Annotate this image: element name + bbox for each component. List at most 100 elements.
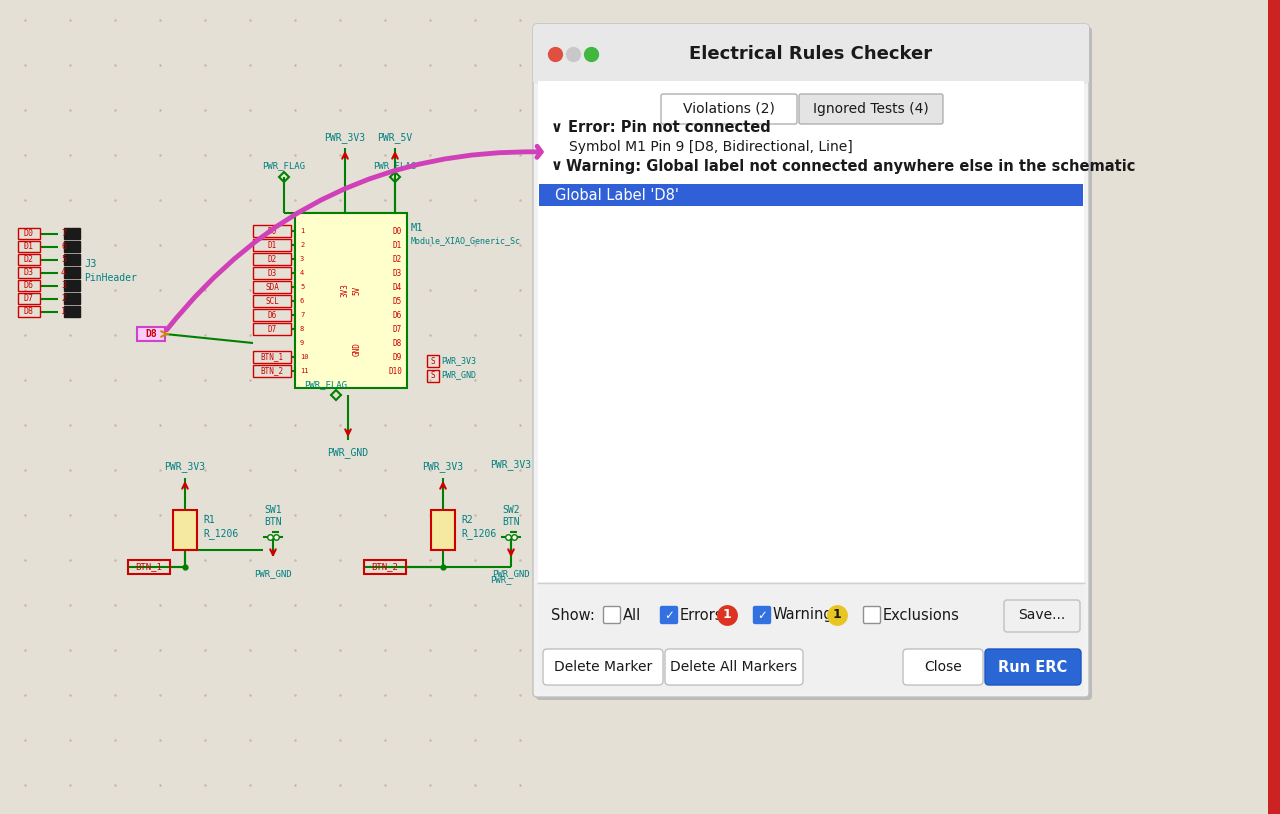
Text: Delete All Markers: Delete All Markers bbox=[671, 660, 797, 674]
Text: D6: D6 bbox=[268, 310, 276, 320]
Text: S: S bbox=[430, 357, 435, 365]
Text: PWR_: PWR_ bbox=[538, 200, 558, 209]
Text: Errors: Errors bbox=[680, 607, 723, 623]
Bar bbox=[64, 306, 79, 317]
Text: 11: 11 bbox=[300, 368, 308, 374]
Text: 10: 10 bbox=[300, 354, 308, 360]
Text: ✓: ✓ bbox=[756, 609, 767, 622]
Bar bbox=[253, 295, 291, 307]
Text: Violations (2): Violations (2) bbox=[684, 102, 774, 116]
Text: D0: D0 bbox=[24, 229, 35, 238]
Text: R_1206: R_1206 bbox=[204, 528, 238, 540]
Text: PWR_: PWR_ bbox=[538, 195, 559, 204]
Text: Electrical Rules Checker: Electrical Rules Checker bbox=[690, 45, 933, 63]
Text: PWR_3V3: PWR_3V3 bbox=[164, 462, 206, 472]
Bar bbox=[294, 213, 407, 388]
Text: 4: 4 bbox=[61, 268, 67, 277]
Text: ∨ Error: Pin not connected: ∨ Error: Pin not connected bbox=[550, 120, 771, 135]
Text: D1: D1 bbox=[24, 242, 35, 251]
FancyBboxPatch shape bbox=[660, 606, 677, 624]
Bar bbox=[538, 28, 1085, 80]
Text: R_1206: R_1206 bbox=[461, 528, 497, 540]
FancyBboxPatch shape bbox=[660, 94, 797, 124]
FancyBboxPatch shape bbox=[532, 24, 1089, 84]
Text: PWR_FLAG: PWR_FLAG bbox=[262, 161, 306, 170]
Text: SDA: SDA bbox=[265, 282, 279, 291]
FancyBboxPatch shape bbox=[799, 94, 943, 124]
Text: SCL: SCL bbox=[265, 296, 279, 305]
Text: D8: D8 bbox=[145, 329, 157, 339]
Bar bbox=[253, 281, 291, 293]
Text: D3: D3 bbox=[268, 269, 276, 278]
Bar bbox=[253, 309, 291, 321]
Text: PWR_3V3: PWR_3V3 bbox=[422, 462, 463, 472]
Text: Symbol M1 Pin 9 [D8, Bidirectional, Line]: Symbol M1 Pin 9 [D8, Bidirectional, Line… bbox=[570, 140, 852, 154]
FancyBboxPatch shape bbox=[1004, 600, 1080, 632]
Text: D1: D1 bbox=[268, 240, 276, 250]
Text: PWR_: PWR_ bbox=[538, 183, 559, 192]
Text: PWR_: PWR_ bbox=[538, 178, 558, 187]
FancyBboxPatch shape bbox=[532, 24, 1089, 697]
Text: SW2: SW2 bbox=[502, 505, 520, 515]
Text: D6: D6 bbox=[24, 281, 35, 290]
Bar bbox=[64, 293, 79, 304]
FancyBboxPatch shape bbox=[603, 606, 621, 624]
Text: D4: D4 bbox=[393, 282, 402, 291]
Text: D9: D9 bbox=[393, 352, 402, 361]
FancyBboxPatch shape bbox=[666, 649, 803, 685]
Text: BTN_2: BTN_2 bbox=[260, 366, 284, 375]
Bar bbox=[253, 267, 291, 279]
Text: D8: D8 bbox=[393, 339, 402, 348]
Text: PWR_FLAG: PWR_FLAG bbox=[305, 380, 347, 390]
Text: R1: R1 bbox=[204, 515, 215, 525]
Bar bbox=[1268, 0, 1280, 814]
Text: 7: 7 bbox=[300, 312, 305, 318]
Text: 3V3: 3V3 bbox=[340, 283, 349, 297]
Bar bbox=[428, 370, 439, 382]
Text: Show:: Show: bbox=[550, 607, 595, 623]
Text: M1: M1 bbox=[411, 223, 424, 233]
Bar bbox=[253, 351, 291, 363]
Text: PWR_3V3: PWR_3V3 bbox=[324, 133, 366, 143]
Text: 2: 2 bbox=[300, 242, 305, 248]
Text: 3: 3 bbox=[300, 256, 305, 262]
FancyBboxPatch shape bbox=[986, 649, 1082, 685]
Text: 6: 6 bbox=[61, 242, 67, 251]
Text: D5: D5 bbox=[393, 296, 402, 305]
Bar bbox=[128, 560, 170, 574]
Bar bbox=[18, 241, 40, 252]
Bar bbox=[538, 582, 1084, 692]
Bar bbox=[253, 239, 291, 251]
Bar bbox=[253, 253, 291, 265]
Text: 1: 1 bbox=[723, 609, 731, 622]
Text: D2: D2 bbox=[393, 255, 402, 264]
Text: 5: 5 bbox=[300, 284, 305, 290]
Bar bbox=[137, 327, 165, 341]
Text: S: S bbox=[430, 371, 435, 380]
Text: BTN_1: BTN_1 bbox=[136, 562, 163, 571]
Text: D7: D7 bbox=[268, 325, 276, 334]
Text: PWR_FLAG: PWR_FLAG bbox=[374, 161, 416, 170]
Text: D3: D3 bbox=[24, 268, 35, 277]
Bar bbox=[64, 241, 79, 252]
Bar bbox=[64, 228, 79, 239]
Text: PWR_5V: PWR_5V bbox=[378, 133, 412, 143]
Text: Save...: Save... bbox=[1019, 608, 1066, 622]
Text: J3: J3 bbox=[84, 259, 96, 269]
Text: D1: D1 bbox=[393, 240, 402, 250]
Text: 7: 7 bbox=[61, 229, 67, 238]
Text: Close: Close bbox=[924, 660, 961, 674]
Text: D2: D2 bbox=[268, 255, 276, 264]
Text: Module_XIAO_Generic_Sc: Module_XIAO_Generic_Sc bbox=[411, 237, 521, 246]
Text: PWR_GND: PWR_GND bbox=[493, 570, 530, 579]
Text: 2: 2 bbox=[61, 294, 67, 303]
Text: 5: 5 bbox=[61, 255, 67, 264]
Text: D10: D10 bbox=[388, 366, 402, 375]
Text: D8: D8 bbox=[24, 307, 35, 316]
Bar bbox=[64, 254, 79, 265]
Text: D7: D7 bbox=[24, 294, 35, 303]
Bar bbox=[538, 81, 1084, 692]
Text: PWR_3V3: PWR_3V3 bbox=[442, 357, 476, 365]
Text: D6: D6 bbox=[393, 310, 402, 320]
Text: PWR_GND: PWR_GND bbox=[442, 370, 476, 379]
